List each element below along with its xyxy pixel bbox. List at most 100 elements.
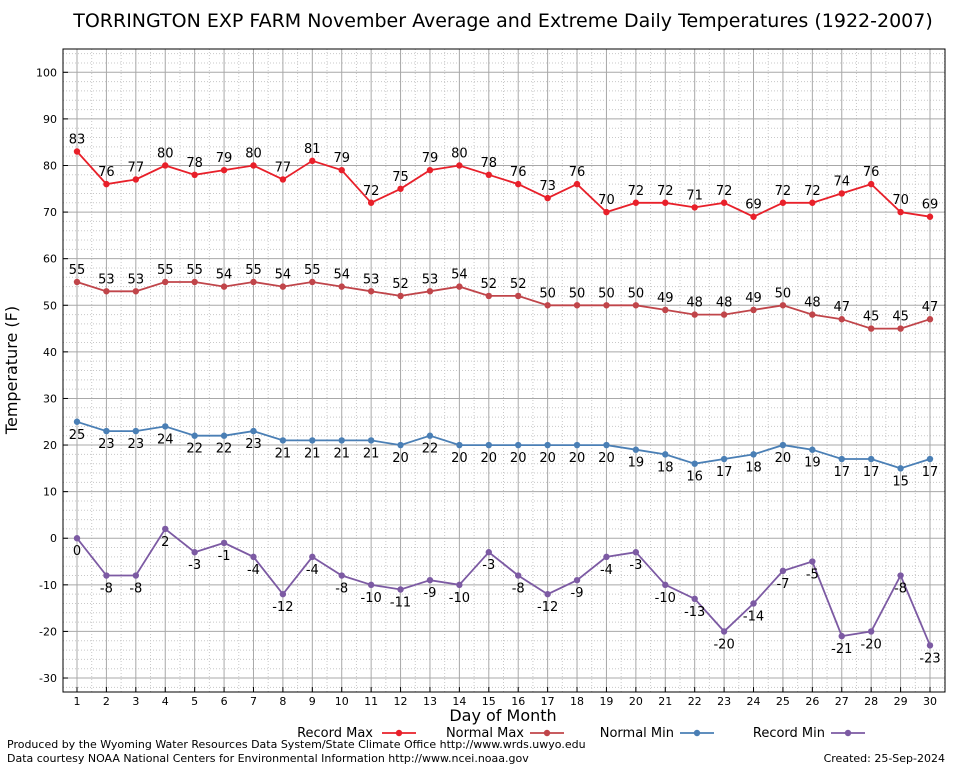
normal-min-point xyxy=(250,427,257,435)
normal-min-point xyxy=(838,455,845,463)
record-min-point xyxy=(897,572,904,579)
normal-max-point xyxy=(779,302,787,309)
normal-max-data-label: 49 xyxy=(657,291,674,306)
normal-max-point xyxy=(485,292,492,300)
legend-label-record-max: Record Max xyxy=(297,726,373,741)
x-tick-label: 10 xyxy=(335,695,349,708)
record-min-data-label: -8 xyxy=(129,582,142,597)
normal-max-data-label: 55 xyxy=(157,263,174,278)
normal-max-point xyxy=(926,316,934,323)
record-min-data-label: -10 xyxy=(449,591,470,606)
normal-min-point xyxy=(367,437,375,444)
record-max-point xyxy=(867,180,875,188)
normal-max-data-label: 54 xyxy=(275,268,292,283)
record-max-point xyxy=(809,199,816,206)
normal-max-point xyxy=(132,288,140,295)
record-min-data-label: 0 xyxy=(73,544,81,559)
x-tick-label: 7 xyxy=(250,695,257,708)
normal-max-point xyxy=(338,283,345,290)
x-tick-label: 16 xyxy=(511,695,525,708)
record-max-point xyxy=(279,176,287,183)
normal-min-point xyxy=(779,441,787,449)
record-max-data-label: 81 xyxy=(304,142,321,157)
record-min-point xyxy=(926,642,934,649)
x-tick-label: 30 xyxy=(923,695,937,708)
record-max-data-label: 76 xyxy=(863,165,880,180)
normal-min-point xyxy=(338,437,345,444)
footer-data-courtesy: Data courtesy NOAA National Centers for … xyxy=(7,752,529,765)
record-min-point xyxy=(309,553,316,561)
record-min-data-label: -8 xyxy=(894,582,907,597)
record-max-data-label: 75 xyxy=(392,170,409,185)
record-max-point xyxy=(662,199,669,206)
record-max-point xyxy=(691,204,698,211)
record-min-point xyxy=(279,590,287,598)
normal-min-data-label: 17 xyxy=(833,465,850,480)
normal-max-point xyxy=(456,283,463,290)
y-tick-label: 70 xyxy=(43,206,57,219)
normal-min-point xyxy=(426,432,434,439)
normal-min-point xyxy=(279,437,287,444)
x-tick-label: 20 xyxy=(629,695,643,708)
record-min-data-label: -1 xyxy=(218,549,231,564)
x-axis-ticks: 1 2 3 4 5 6 7 8 9 10 11 12 13 14 15 16 17 18 19 20 21 22 23 24 2… xyxy=(74,687,937,708)
record-max-point xyxy=(485,171,492,179)
record-min-data-label: -21 xyxy=(831,642,852,657)
normal-max-point xyxy=(367,288,375,295)
record-max-data-label: 78 xyxy=(481,156,498,171)
record-min-line xyxy=(76,527,931,646)
normal-min-data-label: 23 xyxy=(128,437,145,452)
record-min-point xyxy=(250,553,257,561)
record-min-point xyxy=(603,553,610,561)
normal-min-data-label: 21 xyxy=(275,446,292,461)
record-max-point xyxy=(103,180,110,188)
normal-max-data-label: 50 xyxy=(775,286,792,301)
normal-min-data-label: 20 xyxy=(539,451,556,466)
normal-max-data-label: 48 xyxy=(716,296,733,311)
x-tick-label: 4 xyxy=(162,695,169,708)
normal-max-point xyxy=(720,311,728,318)
normal-max-data-label: 52 xyxy=(392,277,409,292)
normal-min-data-label: 22 xyxy=(186,442,203,457)
normal-max-point xyxy=(838,316,845,323)
chart-title: TORRINGTON EXP FARM November Average and… xyxy=(72,10,933,32)
legend: Record Max Normal Max Normal Min Record Min xyxy=(297,726,865,741)
record-max-point xyxy=(132,176,140,183)
normal-max-point xyxy=(426,288,434,295)
x-tick-label: 25 xyxy=(776,695,790,708)
record-min-point xyxy=(691,595,698,603)
x-tick-label: 17 xyxy=(541,695,555,708)
record-min-data-label: -3 xyxy=(629,558,642,573)
record-max-point xyxy=(426,166,434,174)
record-max-data-label: 70 xyxy=(598,193,615,208)
y-tick-label: 90 xyxy=(43,113,57,126)
record-min-data-label: -4 xyxy=(247,563,260,578)
record-min-data-label: -5 xyxy=(806,568,819,583)
record-min-data-label: -8 xyxy=(100,582,113,597)
x-tick-label: 5 xyxy=(191,695,198,708)
x-tick-label: 23 xyxy=(717,695,731,708)
record-max-data-label: 72 xyxy=(363,184,380,199)
record-max-point xyxy=(162,162,169,169)
record-max-point xyxy=(750,213,757,220)
x-tick-label: 9 xyxy=(309,695,316,708)
footer-created: Created: 25-Sep-2024 xyxy=(824,752,945,765)
normal-min-data-label: 18 xyxy=(657,460,674,475)
normal-min-point xyxy=(691,460,698,467)
normal-max-data-label: 50 xyxy=(598,286,615,301)
legend-label-normal-max: Normal Max xyxy=(446,726,524,741)
record-min-data-label: -14 xyxy=(743,609,764,624)
record-min-data-label: -8 xyxy=(335,582,348,597)
normal-max-point xyxy=(544,302,551,309)
record-min-data-label: -10 xyxy=(361,591,382,606)
normal-max-point xyxy=(162,278,169,286)
normal-min-data-label: 23 xyxy=(98,437,115,452)
normal-max-point xyxy=(397,292,404,300)
x-tick-label: 8 xyxy=(279,695,286,708)
normal-max-point xyxy=(191,278,198,286)
normal-min-point xyxy=(485,441,492,449)
data-labels: 83 76 77 80 78 79 80 77 81 79 72 75 79 80 78 76 73 76 70 72… xyxy=(69,133,941,667)
record-max-data-label: 70 xyxy=(892,193,909,208)
normal-max-point xyxy=(573,302,581,309)
record-min-data-label: -4 xyxy=(600,563,613,578)
